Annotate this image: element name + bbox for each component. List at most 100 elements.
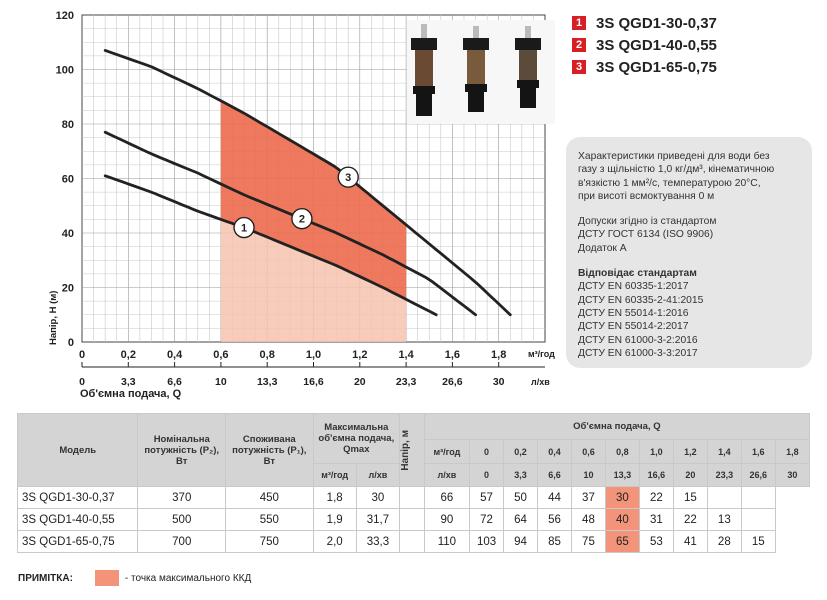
p1-cell: 750 [225, 530, 314, 553]
x-axis-label: Об'ємна подача, Q [80, 388, 182, 400]
head-value-cell: 72 [469, 508, 505, 531]
head-value-cell: 31 [638, 508, 674, 531]
curve-line-2 [103, 130, 477, 317]
conditions-text: Характеристики приведені для води без газ… [578, 151, 775, 202]
head-value-cell: 30 [604, 486, 640, 509]
qmax-l-cell: 31,7 [355, 508, 401, 531]
legend-name-3: 3S QGD1-65-0,75 [596, 58, 717, 76]
unit-lmin: л/хв [423, 463, 471, 487]
flow-lmin-cell: 13,3 [604, 463, 640, 487]
table-row: 3S QGD1-65-0,75 700 750 2,0 33,3 110 103 94 85 75… [16, 530, 810, 553]
model-cell: 3S QGD1-40-0,55 [16, 508, 139, 531]
y-tick-label: 40 [62, 228, 74, 240]
x2-tick-label: 30 [493, 376, 505, 388]
x-tick-label: 1,8 [491, 349, 506, 361]
legend-number-1: 1 [572, 16, 586, 30]
head-value-cell: 66 [423, 486, 471, 509]
curve-marker-2 [291, 207, 313, 230]
head-value-cell: 103 [469, 530, 505, 553]
x2-tick-label: 0 [79, 376, 85, 388]
flow-m3-cell: 0,8 [604, 439, 640, 464]
info-box: Характеристики приведені для води без газ… [566, 137, 812, 368]
model-cell: 3S QGD1-30-0,37 [16, 486, 139, 509]
curve-label-3: 3 [345, 172, 351, 184]
x2-tick-label: 10 [215, 376, 227, 388]
flow-lmin-cell: 23,3 [706, 463, 742, 487]
header-head-cell: Напір, м [399, 413, 425, 487]
curve-lines: 1 2 3 [103, 49, 512, 317]
qmax-l-cell: 30 [355, 486, 401, 509]
head-value-cell: 28 [706, 530, 742, 553]
flow-lmin-cell: 20 [672, 463, 708, 487]
head-value-cell: 22 [672, 508, 708, 531]
p1-cell: 550 [225, 508, 314, 531]
head-value-cell: 75 [570, 530, 606, 553]
head-value-cell: 15 [672, 486, 708, 509]
note-text: - точка максимального ККД [124, 572, 252, 584]
x2-tick-label: 16,6 [303, 376, 324, 388]
y-tick-label: 20 [62, 283, 74, 295]
head-value-cell [706, 486, 742, 509]
y-tick-label: 120 [56, 10, 74, 22]
x-tick-label: 1,2 [352, 349, 367, 361]
curve-line-3 [103, 49, 512, 317]
head-value-cell [740, 508, 776, 531]
pump-image-2 [463, 26, 489, 112]
head-value-cell: 110 [423, 530, 471, 553]
flow-m3-cell: 0,6 [570, 439, 606, 464]
pump-image-1 [411, 24, 437, 116]
qmax-m3-cell: 1,8 [312, 486, 357, 509]
efficiency-zone [220, 100, 407, 342]
curve-line-1 [103, 174, 438, 317]
flow-m3-cell: 1,8 [774, 439, 811, 464]
x-tick-label: 0 [79, 349, 85, 361]
legend-number-3: 3 [572, 60, 586, 74]
head-value-cell: 94 [503, 530, 538, 553]
note: ПРИМІТКА: - точка максимального ККД [18, 570, 251, 586]
header-p1: Споживана потужність (P₁), Вт [225, 413, 314, 487]
flow-lmin-cell: 3,3 [503, 463, 538, 487]
table-row: 3S QGD1-40-0,55 500 550 1,9 31,7 90 72 64 56 48 40… [16, 508, 810, 531]
x2-tick-label: 3,3 [121, 376, 136, 388]
y-axis-label: Напір, Н (м) [48, 291, 59, 345]
spec-table: Модель Номінальна потужність (P₂), Вт Сп… [16, 413, 811, 553]
flow-m3-cell: 0,4 [537, 439, 572, 464]
x-tick-label: 0,8 [260, 349, 275, 361]
legend-item: 3 3S QGD1-65-0,75 [572, 56, 717, 78]
tolerance-text: Допуски згідно із стандартом ДСТУ ГОСТ 61… [578, 216, 717, 254]
flow-lmin-cell: 10 [570, 463, 606, 487]
header-head: Напір, м [400, 429, 412, 471]
x-tick-label: 1,6 [445, 349, 460, 361]
table-row: 3S QGD1-30-0,37 370 450 1,8 30 66 57 50 44 37 30 22… [16, 486, 810, 509]
head-value-cell: 56 [537, 508, 572, 531]
legend-item: 2 3S QGD1-40-0,55 [572, 34, 717, 56]
x-tick-label: 0,6 [213, 349, 228, 361]
unit-spacer-cell [399, 530, 425, 553]
head-value-cell: 44 [537, 486, 572, 509]
x-tick-label: 0,2 [121, 349, 136, 361]
product-photo [407, 20, 555, 124]
efficiency-zone-light [220, 219, 407, 342]
y-tick-label: 60 [62, 174, 74, 186]
y-tick-label: 0 [68, 337, 74, 349]
y-tick-label: 80 [62, 119, 74, 131]
curve-marker-3 [337, 166, 359, 188]
curve-label-1: 1 [241, 223, 247, 235]
head-value-cell: 22 [638, 486, 674, 509]
flow-m3-cell: 1,0 [638, 439, 674, 464]
header-model: Модель [16, 413, 139, 487]
header-flow: Об'ємна подача, Q [423, 413, 811, 440]
x2-tick-label: 13,3 [257, 376, 278, 388]
unit-m3: м³/год [423, 439, 471, 464]
header-p2: Номінальна потужність (P₂), Вт [137, 413, 227, 487]
flow-lmin-cell: 26,6 [740, 463, 776, 487]
p2-cell: 500 [137, 508, 227, 531]
flow-lmin-cell: 16,6 [638, 463, 674, 487]
pump-image-3 [515, 26, 541, 108]
flow-lmin-cell: 6,6 [537, 463, 572, 487]
efficiency-zone-dark [220, 100, 407, 300]
flow-lmin-cell: 30 [774, 463, 811, 487]
head-value-cell: 57 [469, 486, 505, 509]
head-value-cell: 40 [604, 508, 640, 531]
note-swatch [94, 570, 119, 586]
